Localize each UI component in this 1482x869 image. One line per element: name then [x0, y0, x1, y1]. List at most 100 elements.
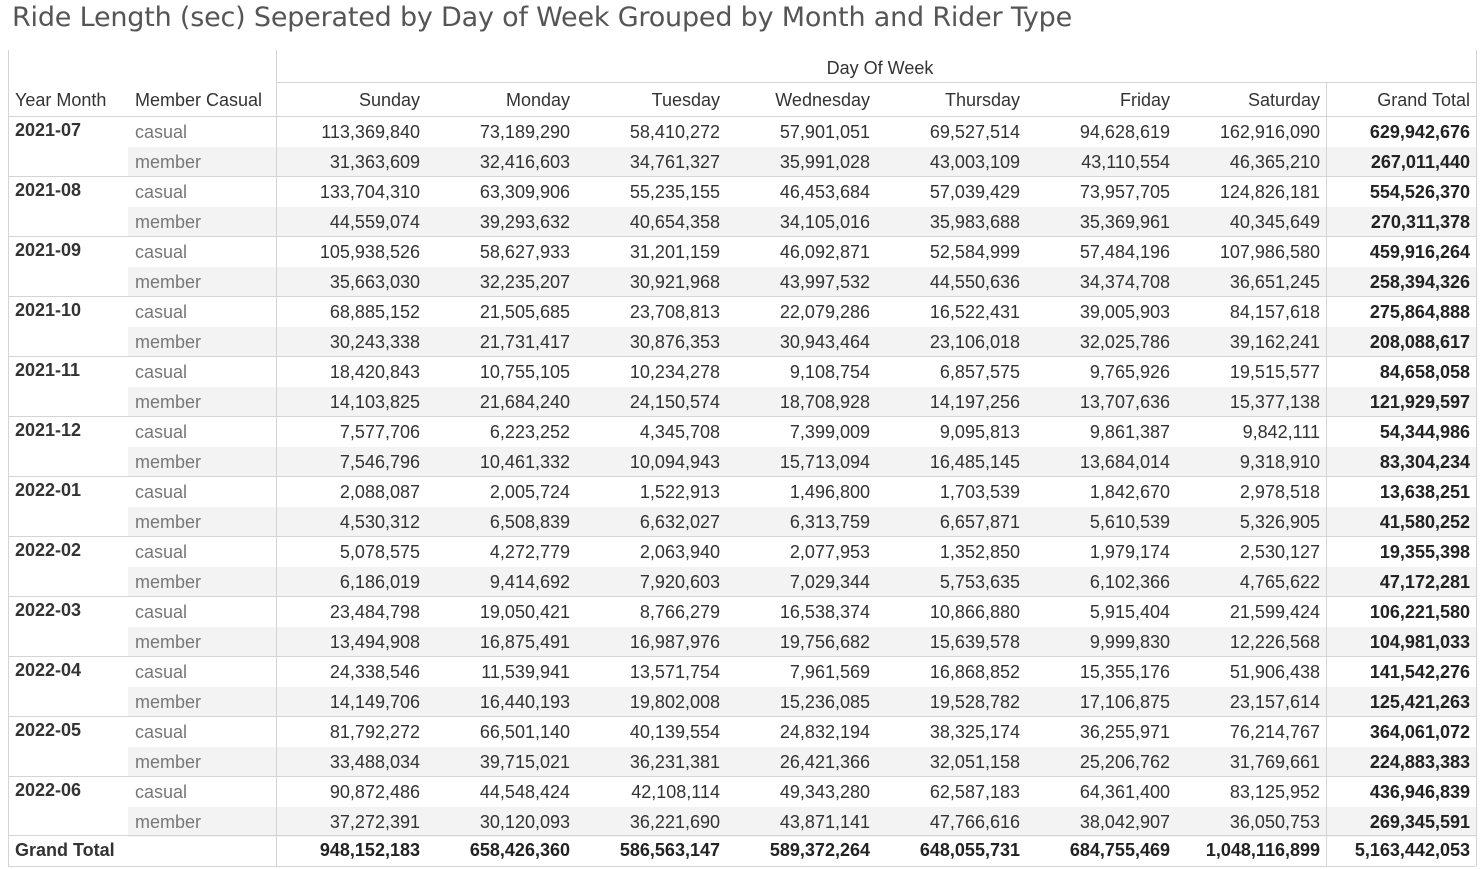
- table-cell: 36,221,690: [629, 812, 720, 832]
- month-divider: [8, 716, 1476, 717]
- table-cell: 24,832,194: [779, 722, 870, 742]
- table-cell: 7,577,706: [339, 422, 420, 442]
- table-cell: 22,079,286: [779, 302, 870, 322]
- table-cell: 54,344,986: [1379, 422, 1470, 442]
- table-cell: 6,657,871: [939, 512, 1020, 532]
- table-cell: 41,580,252: [1379, 512, 1470, 532]
- table-cell: 7,920,603: [639, 572, 720, 592]
- table-cell: 25,206,762: [1079, 752, 1170, 772]
- month-divider: [8, 236, 1476, 237]
- table-cell: 9,999,830: [1089, 632, 1170, 652]
- table-cell: 133,704,310: [319, 182, 420, 202]
- table-cell: 16,875,491: [479, 632, 570, 652]
- row-header-divider: [276, 50, 277, 866]
- table-cell: 57,901,051: [779, 122, 870, 142]
- grand-total-cell: 684,755,469: [1069, 840, 1170, 860]
- table-cell: 107,986,580: [1219, 242, 1320, 262]
- table-cell: 4,765,622: [1239, 572, 1320, 592]
- table-cell: 24,338,546: [329, 662, 420, 682]
- table-cell: 13,571,754: [629, 662, 720, 682]
- table-cell: 52,584,999: [929, 242, 1020, 262]
- rider-type-label: casual: [135, 542, 188, 562]
- table-cell: 30,876,353: [629, 332, 720, 352]
- month-label: 2021-07: [15, 120, 82, 140]
- table-cell: 7,546,796: [339, 452, 420, 472]
- table-cell: 270,311,378: [1370, 212, 1470, 232]
- table-cell: 6,102,366: [1089, 572, 1170, 592]
- grand-total-cell: 948,152,183: [319, 840, 420, 860]
- table-cell: 6,857,575: [939, 362, 1020, 382]
- table-cell: 16,522,431: [929, 302, 1020, 322]
- month-label: 2022-01: [15, 480, 82, 500]
- table-cell: 2,978,518: [1239, 482, 1320, 502]
- table-cell: 36,255,971: [1079, 722, 1170, 742]
- table-cell: 16,987,976: [629, 632, 720, 652]
- row-band: [128, 327, 1476, 357]
- table-cell: 34,105,016: [779, 212, 870, 232]
- table-cell: 16,868,852: [929, 662, 1020, 682]
- month-divider: [8, 356, 1476, 357]
- table-cell: 83,304,234: [1379, 452, 1470, 472]
- table-cell: 39,162,241: [1229, 332, 1320, 352]
- table-cell: 10,234,278: [629, 362, 720, 382]
- month-label: 2022-03: [15, 600, 82, 620]
- table-cell: 46,453,684: [779, 182, 870, 202]
- table-cell: 19,802,008: [629, 692, 720, 712]
- rider-type-label: casual: [135, 782, 188, 802]
- table-cell: 46,365,210: [1229, 152, 1320, 172]
- table-cell: 69,527,514: [929, 122, 1020, 142]
- table-cell: 124,826,181: [1219, 182, 1320, 202]
- table-cell: 2,077,953: [789, 542, 870, 562]
- table-cell: 38,042,907: [1079, 812, 1170, 832]
- row-band: [128, 267, 1476, 297]
- table-cell: 44,559,074: [329, 212, 420, 232]
- table-cell: 32,235,207: [479, 272, 570, 292]
- table-cell: 58,627,933: [479, 242, 570, 262]
- table-cell: 31,769,661: [1229, 752, 1320, 772]
- grand-total-cell: 658,426,360: [469, 840, 570, 860]
- table-cell: 47,766,616: [929, 812, 1020, 832]
- table-cell: 1,979,174: [1089, 542, 1170, 562]
- rider-type-label: member: [135, 152, 202, 172]
- table-cell: 364,061,072: [1369, 722, 1470, 742]
- rider-type-label: casual: [135, 302, 188, 322]
- rider-type-label: casual: [135, 602, 188, 622]
- month-divider: [8, 476, 1476, 477]
- table-cell: 269,345,591: [1369, 812, 1470, 832]
- table-cell: 46,092,871: [779, 242, 870, 262]
- row-band: [128, 147, 1476, 177]
- column-header-sunday: Sunday: [358, 90, 420, 110]
- rider-type-label: member: [135, 452, 202, 472]
- table-cell: 16,538,374: [779, 602, 870, 622]
- table-cell: 19,515,577: [1229, 362, 1320, 382]
- table-cell: 57,484,196: [1079, 242, 1170, 262]
- table-cell: 24,150,574: [629, 392, 720, 412]
- table-cell: 15,639,578: [929, 632, 1020, 652]
- grand-total-divider: [8, 835, 1476, 836]
- table-cell: 459,916,264: [1369, 242, 1470, 262]
- table-cell: 18,420,843: [329, 362, 420, 382]
- table-cell: 43,871,141: [779, 812, 870, 832]
- right-border: [1476, 50, 1477, 866]
- table-cell: 5,753,635: [939, 572, 1020, 592]
- table-cell: 31,201,159: [629, 242, 720, 262]
- table-cell: 162,916,090: [1219, 122, 1320, 142]
- table-cell: 275,864,888: [1369, 302, 1470, 322]
- column-header-monday: Monday: [505, 90, 570, 110]
- month-divider: [8, 176, 1476, 177]
- rider-type-label: member: [135, 512, 202, 532]
- table-cell: 23,157,614: [1229, 692, 1320, 712]
- table-cell: 81,792,272: [329, 722, 420, 742]
- row-band: [128, 567, 1476, 597]
- column-group-header: Day Of Week: [826, 58, 934, 78]
- table-cell: 6,508,839: [489, 512, 570, 532]
- column-header-saturday: Saturday: [1247, 90, 1320, 110]
- table-cell: 9,861,387: [1089, 422, 1170, 442]
- month-divider: [8, 596, 1476, 597]
- rider-type-label: casual: [135, 182, 188, 202]
- grand-total-cell: 586,563,147: [619, 840, 720, 860]
- rider-type-label: casual: [135, 242, 188, 262]
- month-label: 2022-02: [15, 540, 82, 560]
- row-band: [128, 807, 1476, 837]
- table-cell: 10,755,105: [479, 362, 570, 382]
